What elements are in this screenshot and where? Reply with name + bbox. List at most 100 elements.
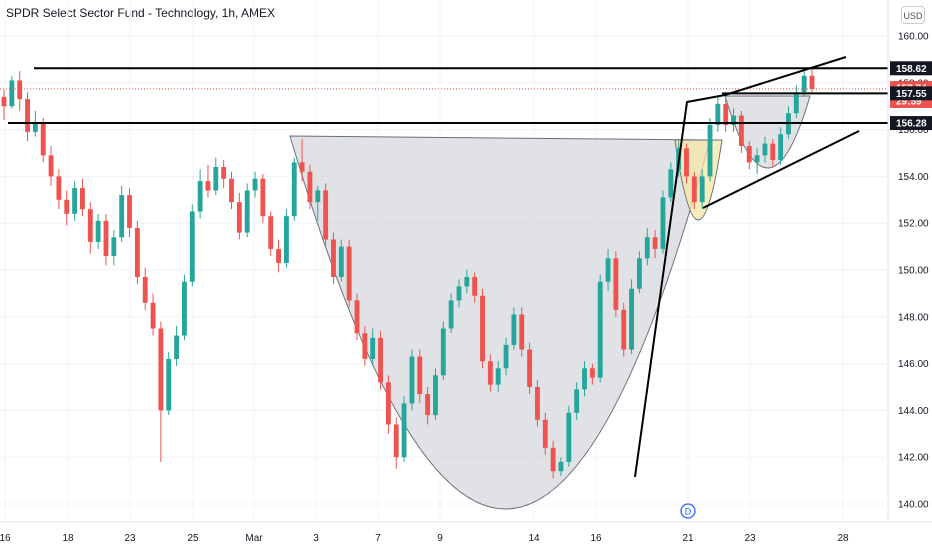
candle-body bbox=[480, 295, 485, 362]
channel-upper-line bbox=[634, 56, 847, 478]
candle bbox=[778, 127, 784, 165]
candle bbox=[393, 417, 399, 469]
candle bbox=[127, 188, 132, 238]
candle bbox=[425, 387, 431, 425]
candle-body bbox=[731, 115, 736, 125]
y-tick-label: 144.00 bbox=[898, 406, 929, 417]
candle bbox=[95, 213, 101, 249]
candle bbox=[142, 267, 148, 310]
candle-body bbox=[770, 143, 776, 161]
x-tick-label: 23 bbox=[744, 533, 756, 544]
y-tick-label: 146.00 bbox=[898, 359, 929, 370]
candle-body bbox=[558, 461, 564, 472]
candle-body bbox=[723, 103, 729, 125]
candle-body bbox=[707, 124, 713, 177]
candle-body bbox=[535, 387, 540, 420]
x-tick-label: 9 bbox=[437, 533, 443, 544]
candle-body bbox=[613, 258, 619, 310]
candle bbox=[456, 279, 462, 308]
time-axis[interactable]: 16 18 23 25 Mar 3 7 9 14 16 21 23 28 bbox=[0, 533, 849, 544]
candle-body bbox=[801, 75, 807, 93]
x-tick-label: Mar bbox=[245, 533, 263, 544]
candle-body bbox=[323, 190, 329, 240]
candle-body bbox=[17, 80, 23, 100]
candle-body bbox=[64, 199, 70, 214]
candle-body bbox=[597, 281, 603, 378]
candle bbox=[236, 192, 242, 240]
candle-body bbox=[111, 237, 117, 256]
candle-body bbox=[260, 178, 266, 217]
candle-body bbox=[127, 195, 132, 228]
event-marker-dividend[interactable]: D bbox=[680, 503, 696, 519]
candle-body bbox=[48, 155, 54, 177]
candle-body bbox=[503, 344, 509, 369]
candle bbox=[550, 440, 556, 479]
trend-lines bbox=[0, 56, 888, 478]
candle bbox=[558, 457, 564, 476]
price-tag: 158.62 bbox=[890, 61, 932, 76]
price-axis[interactable]: 140.00 142.00 144.00 146.00 148.00 150.00 152.… bbox=[898, 32, 929, 511]
candle-body bbox=[134, 227, 140, 278]
candle-body bbox=[158, 328, 164, 411]
candle bbox=[660, 190, 666, 254]
price-tag-label: 29:59 bbox=[896, 97, 922, 108]
candle bbox=[252, 171, 258, 198]
candle bbox=[793, 85, 799, 118]
candle-body bbox=[346, 246, 352, 301]
candle-body bbox=[370, 337, 376, 359]
candle-body bbox=[472, 277, 478, 296]
candle bbox=[174, 326, 180, 366]
candle-body bbox=[511, 314, 517, 345]
candle bbox=[582, 361, 587, 397]
candle-body bbox=[636, 258, 642, 289]
candle bbox=[56, 169, 62, 210]
candle bbox=[166, 351, 172, 416]
chart-title: SPDR Select Sector Fund - Technology, 1h… bbox=[6, 6, 276, 20]
candle bbox=[691, 171, 697, 210]
candle-body bbox=[95, 220, 101, 242]
candle-body bbox=[331, 239, 336, 278]
candle-body bbox=[487, 361, 493, 385]
candle bbox=[260, 174, 266, 224]
candle-body bbox=[644, 237, 650, 259]
channel-lower-line bbox=[702, 130, 860, 209]
candle-body bbox=[244, 190, 250, 233]
candle bbox=[229, 171, 234, 210]
price-tag-box bbox=[890, 116, 932, 131]
candle-body bbox=[417, 356, 423, 395]
candle-body bbox=[762, 143, 768, 156]
candle bbox=[134, 220, 140, 285]
candle-body bbox=[315, 190, 321, 203]
candle bbox=[409, 349, 415, 411]
candle bbox=[268, 211, 274, 256]
candle-body bbox=[668, 169, 674, 198]
y-tick-label: 152.00 bbox=[898, 219, 929, 230]
candle-body bbox=[684, 148, 689, 177]
currency-badge[interactable]: USD bbox=[901, 6, 925, 24]
candle bbox=[323, 183, 329, 247]
candle-body bbox=[205, 181, 211, 191]
candle-body bbox=[378, 337, 383, 383]
candle bbox=[205, 164, 211, 198]
y-tick-label: 140.00 bbox=[898, 500, 929, 511]
candle bbox=[636, 251, 642, 294]
candle-body bbox=[213, 167, 219, 191]
pattern-drawings bbox=[289, 95, 811, 510]
candle-body bbox=[32, 122, 38, 132]
candle-body bbox=[307, 171, 313, 203]
x-tick-label: 16 bbox=[590, 533, 602, 544]
candle-body bbox=[809, 75, 815, 89]
candle bbox=[119, 185, 125, 242]
candle bbox=[221, 160, 227, 189]
candle-body bbox=[660, 197, 666, 249]
candle bbox=[385, 375, 391, 434]
candle bbox=[574, 382, 580, 420]
candle bbox=[1, 89, 7, 121]
candle-body bbox=[72, 188, 78, 214]
candle bbox=[417, 349, 423, 404]
candle-body bbox=[9, 80, 15, 107]
svg-text:D: D bbox=[685, 507, 692, 517]
y-tick-label: 160.00 bbox=[898, 32, 929, 43]
